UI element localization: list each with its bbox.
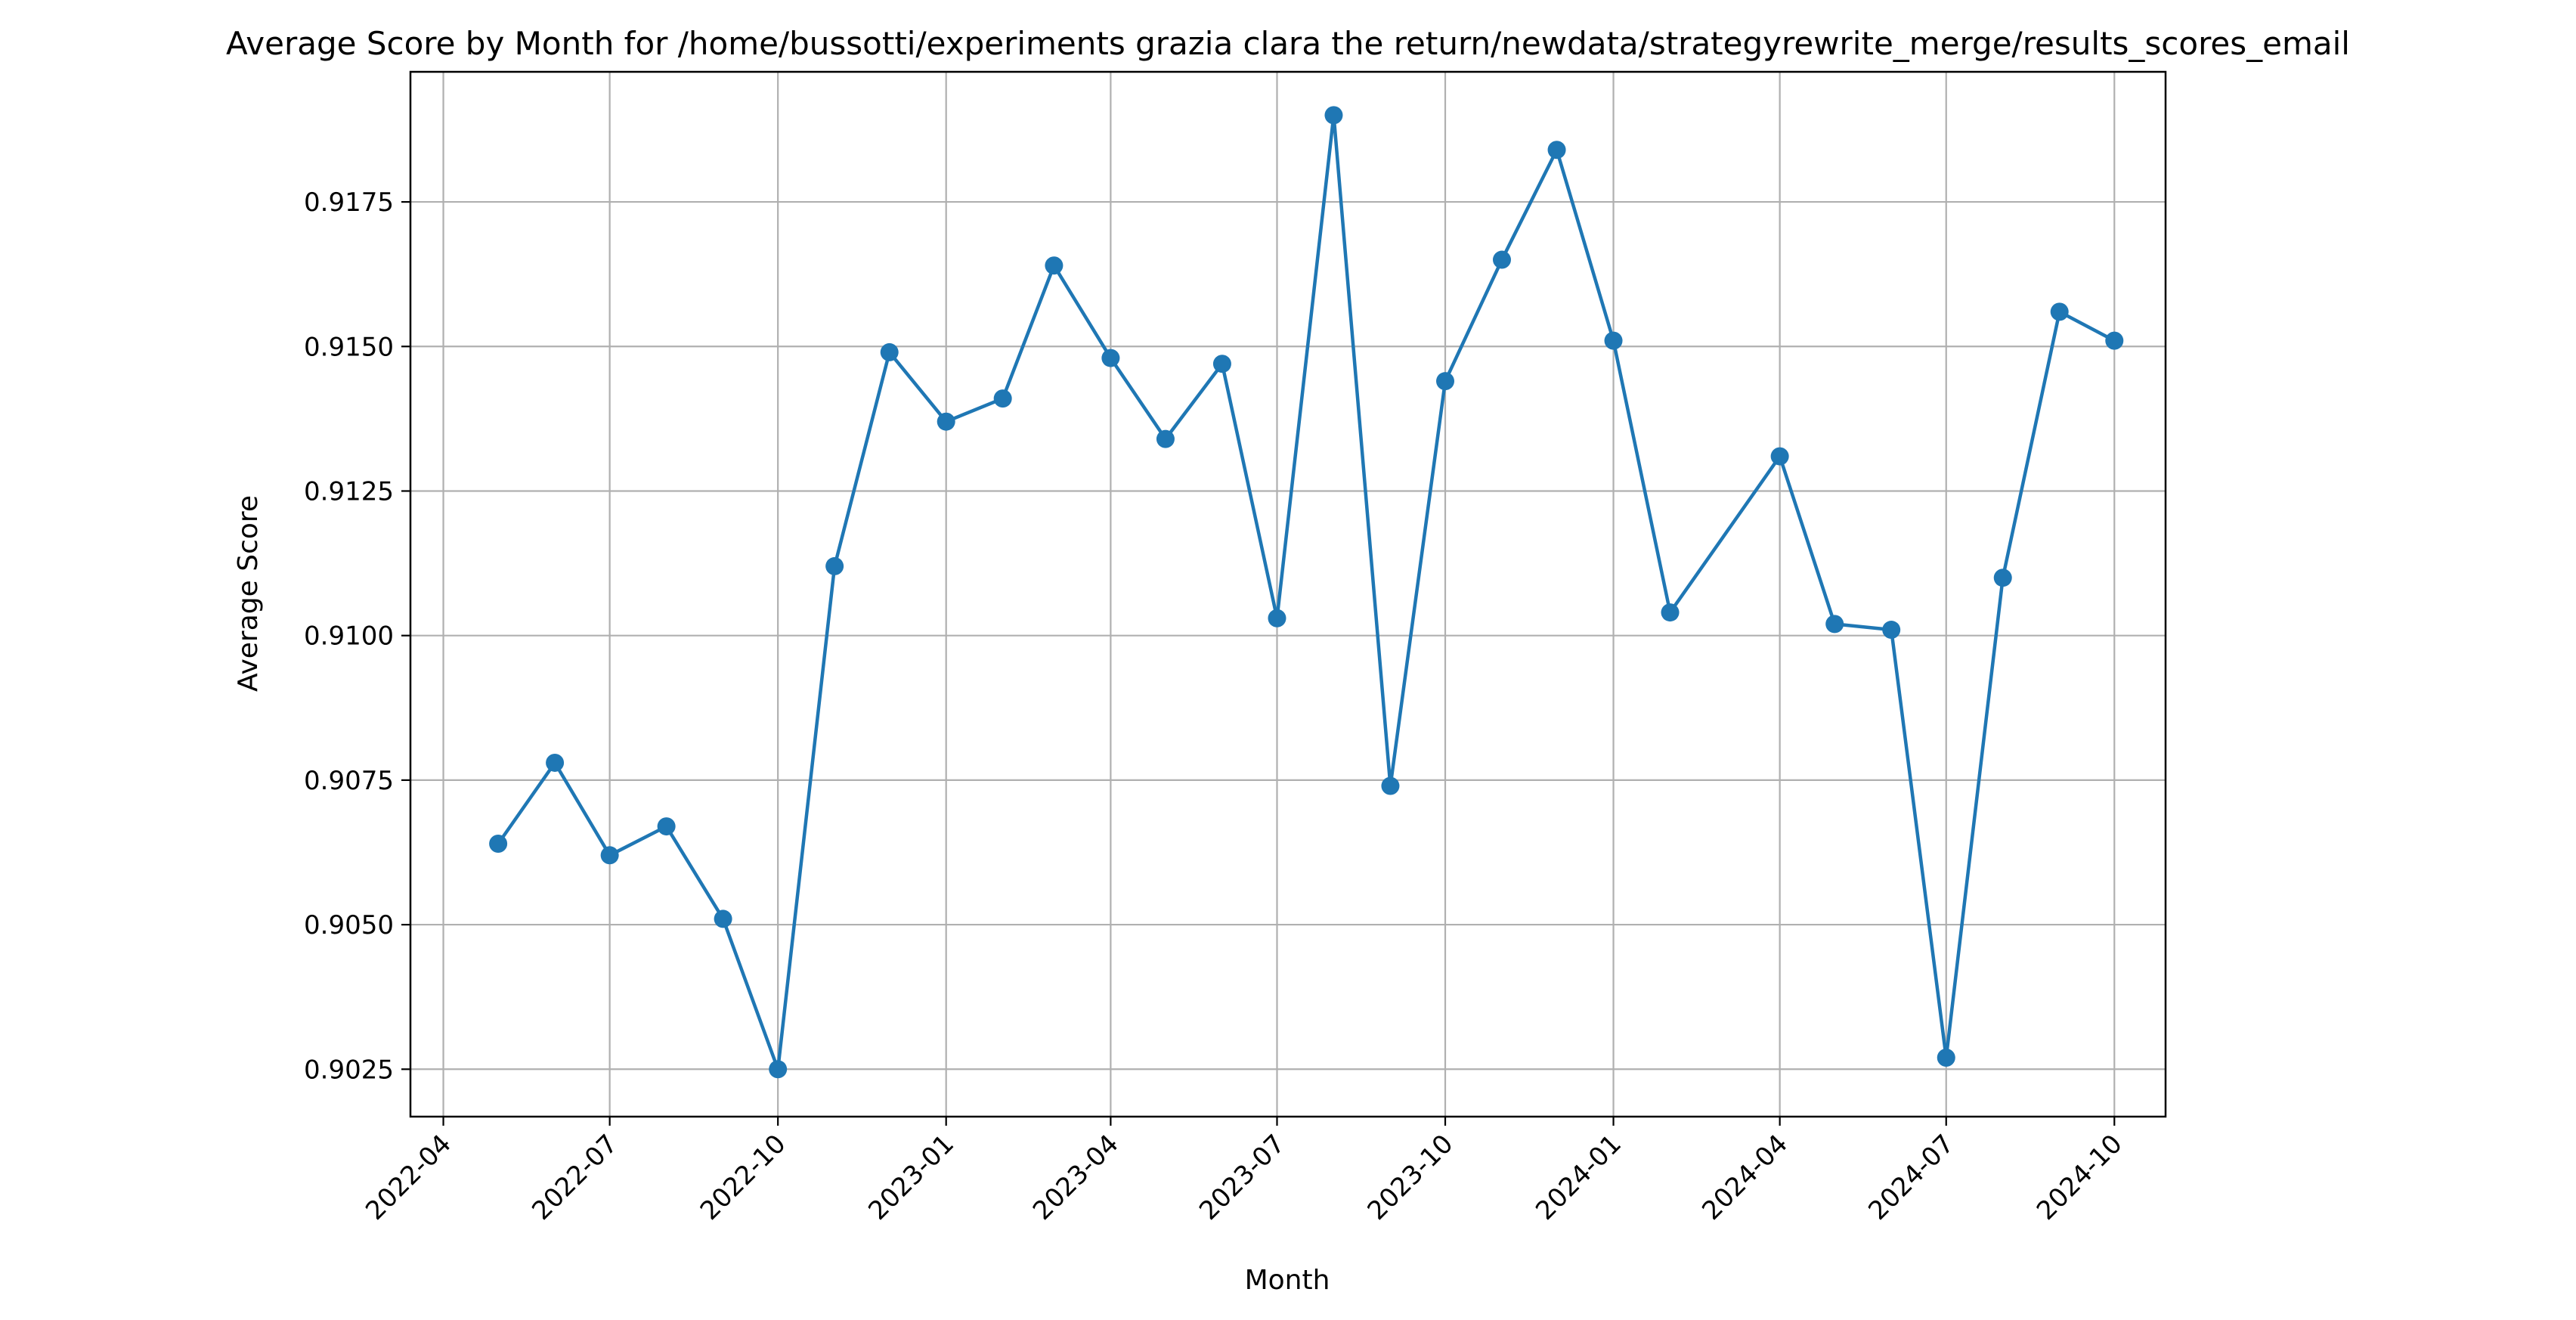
data-point-2023-04 (1101, 349, 1120, 367)
data-point-2024-07 (1937, 1048, 1955, 1067)
plot-frame (409, 70, 2167, 1118)
data-point-2023-09 (1381, 776, 1400, 795)
chart-title: Average Score by Month for /home/bussott… (226, 25, 2350, 62)
data-point-2023-11 (1492, 250, 1511, 269)
x-tick-label: 2022-07 (526, 1129, 624, 1226)
data-point-2022-06 (546, 753, 565, 772)
data-point-2024-02 (1661, 603, 1680, 622)
y-tick-label: 0.9125 (304, 476, 394, 507)
y-axis-label: Average Score (233, 495, 264, 692)
data-point-2024-06 (1882, 621, 1901, 640)
x-tick-label: 2024-10 (2031, 1129, 2129, 1226)
grid-lines (410, 72, 2166, 1117)
y-tick-label: 0.9100 (304, 621, 394, 652)
data-point-2024-09 (2050, 302, 2069, 321)
data-point-2022-12 (880, 342, 899, 361)
data-point-2024-10 (2105, 331, 2124, 350)
y-tick-label: 0.9175 (304, 187, 394, 218)
x-tick-label: 2024-04 (1696, 1129, 1794, 1226)
data-point-2023-06 (1212, 355, 1231, 373)
x-axis: 2022-04 2022-07 2022-10 2023-01 2023-04 2023-… (360, 1117, 2129, 1226)
data-point-2022-09 (714, 909, 732, 928)
data-point-2023-02 (993, 389, 1012, 408)
data-point-2023-12 (1547, 141, 1566, 160)
data-point-2023-01 (937, 412, 955, 431)
data-point-2022-05 (489, 835, 508, 854)
x-tick-label: 2022-10 (695, 1129, 792, 1226)
data-point-2023-08 (1324, 106, 1343, 125)
data-point-2024-04 (1770, 447, 1789, 466)
data-point-2022-10 (769, 1060, 788, 1079)
data-point-2022-08 (657, 817, 676, 836)
y-tick-label: 0.9050 (304, 910, 394, 940)
data-point-2023-07 (1268, 609, 1286, 627)
data-points (489, 106, 2124, 1079)
x-tick-label: 2023-04 (1027, 1129, 1125, 1226)
y-tick-label: 0.9075 (304, 766, 394, 796)
series-line (497, 113, 2116, 1071)
y-tick-label: 0.9150 (304, 332, 394, 362)
data-point-2024-05 (1825, 615, 1844, 634)
y-tick-label: 0.9025 (304, 1055, 394, 1085)
x-tick-label: 2024-07 (1862, 1129, 1960, 1226)
data-point-2023-05 (1156, 429, 1175, 448)
x-tick-label: 2023-07 (1194, 1129, 1291, 1226)
data-point-2024-08 (1993, 569, 2012, 587)
y-axis: 0.9025 0.9050 0.9075 0.9100 0.9125 0.9150 0.91… (304, 187, 410, 1085)
data-point-2024-01 (1604, 331, 1623, 350)
data-point-2022-11 (825, 556, 844, 575)
data-point-2023-10 (1436, 372, 1455, 391)
x-tick-label: 2023-10 (1362, 1129, 1460, 1226)
x-axis-label: Month (1245, 1265, 1330, 1296)
x-tick-label: 2023-01 (862, 1129, 960, 1226)
series-polyline (497, 113, 2116, 1071)
x-tick-label: 2022-04 (360, 1129, 457, 1226)
data-point-2022-07 (600, 846, 619, 865)
x-tick-label: 2024-01 (1530, 1129, 1627, 1226)
data-point-2023-03 (1045, 256, 1064, 275)
